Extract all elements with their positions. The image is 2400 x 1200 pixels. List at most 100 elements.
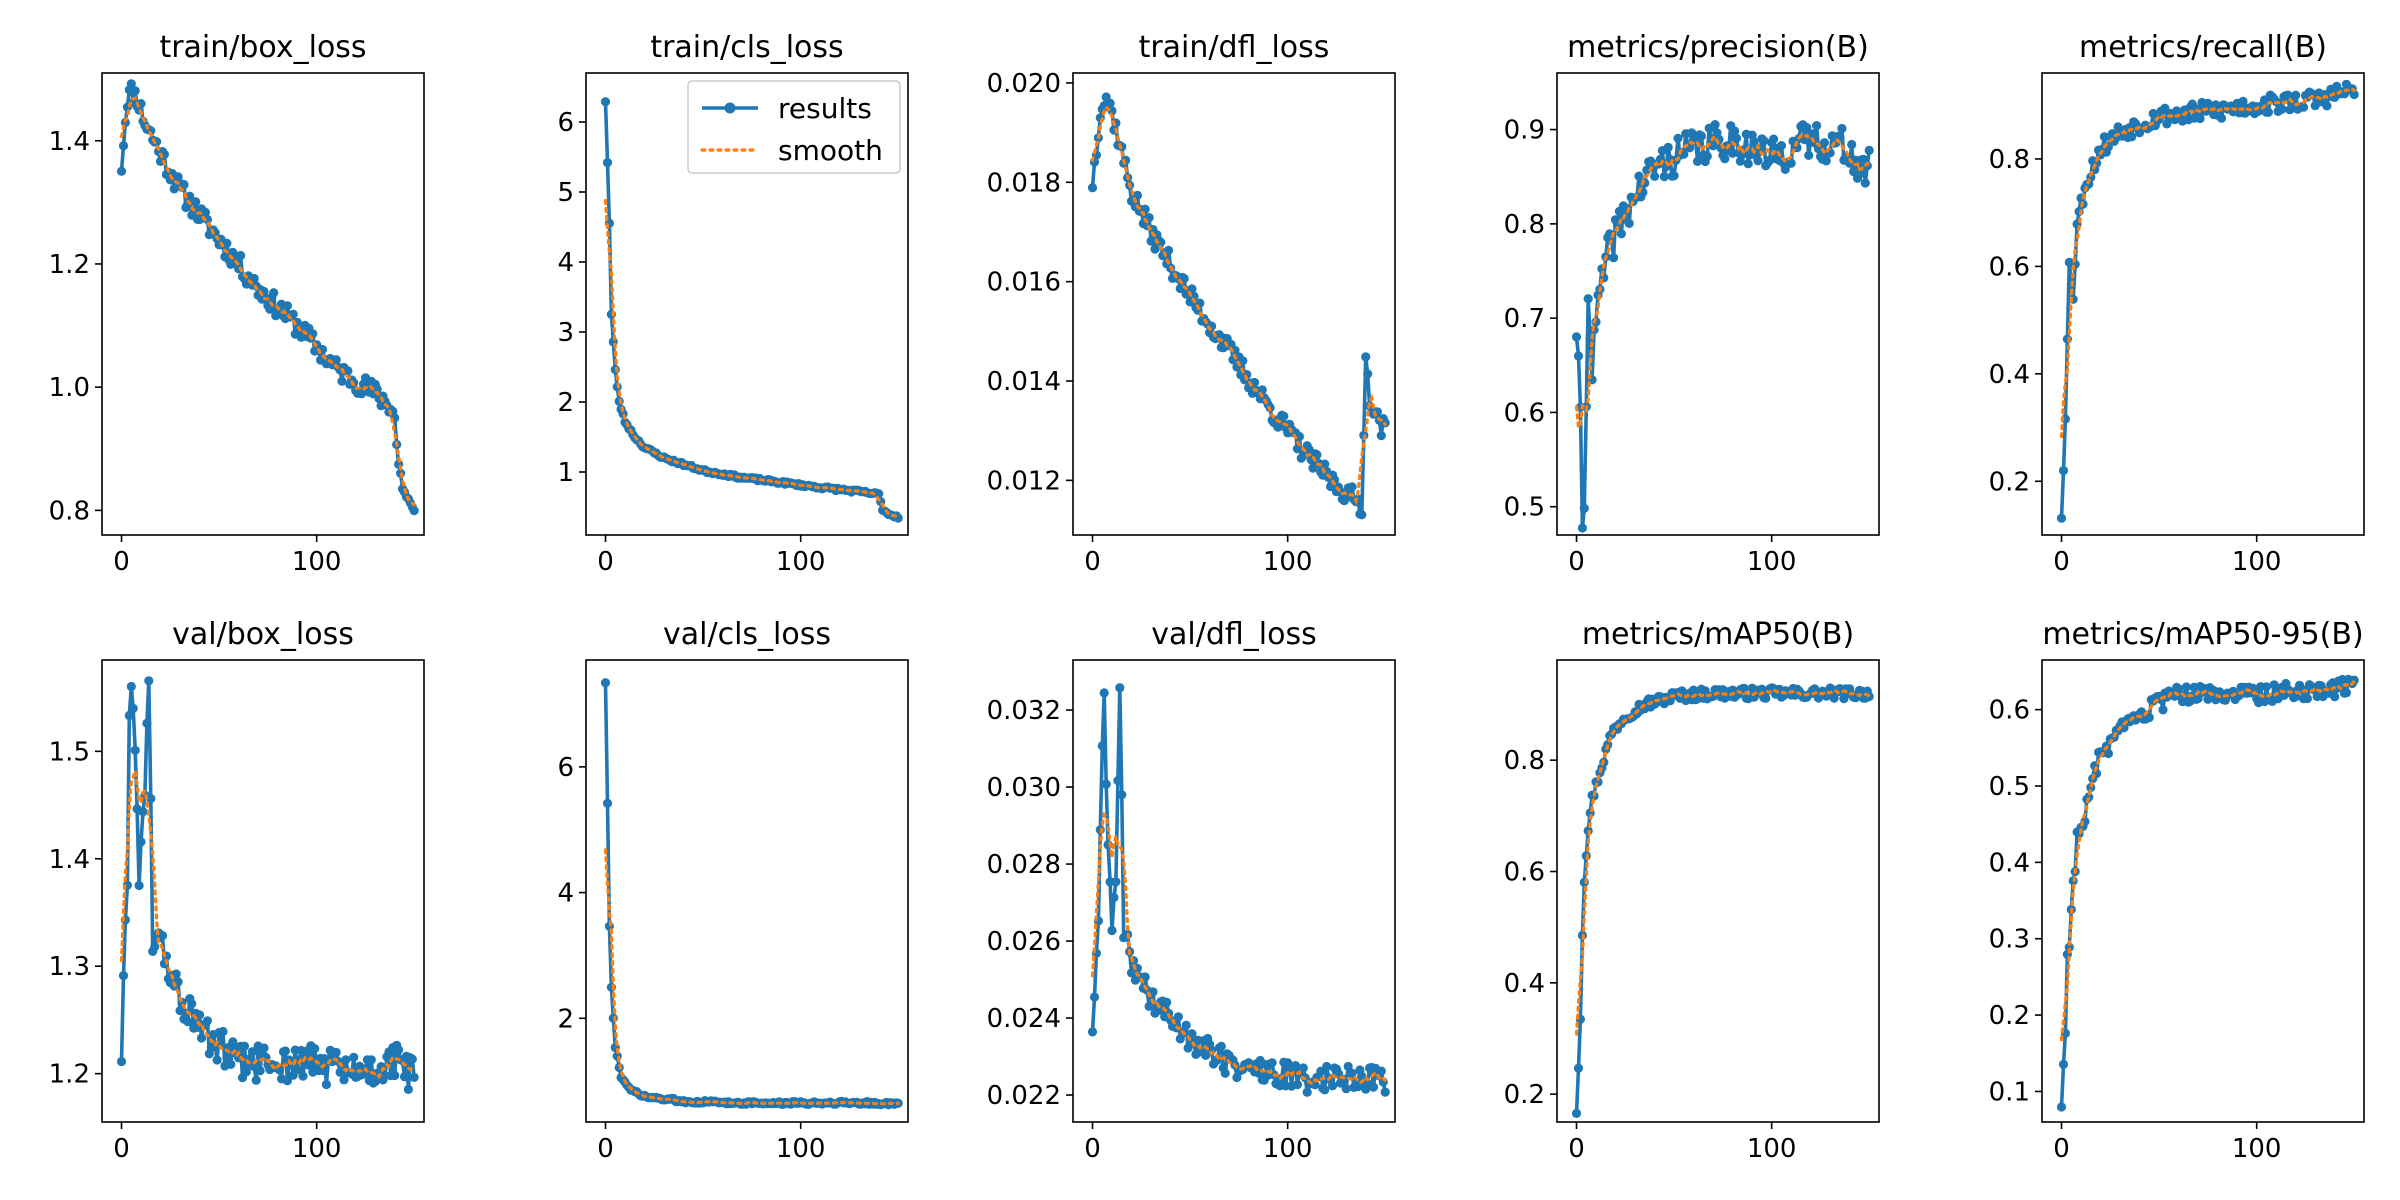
results-point [150, 942, 160, 952]
results-point [222, 238, 232, 248]
results-point [1573, 351, 1584, 361]
results-point [2174, 684, 2184, 694]
y-tick-label: 6 [557, 753, 574, 783]
results-point [1749, 137, 1759, 147]
results-point [1113, 776, 1123, 786]
results-point [2158, 705, 2168, 715]
results-point [2127, 132, 2137, 142]
results-point [1187, 1029, 1197, 1039]
results-point [370, 1076, 380, 1087]
results-point [403, 1084, 413, 1094]
subplot-train-cls-loss: train/cls_loss 0 100 1 2 3 4 5 6 results smooth [557, 30, 909, 577]
results-point [1819, 138, 1829, 148]
results-point [1769, 134, 1779, 144]
results-point [1579, 503, 1589, 513]
results-point [236, 250, 246, 261]
results-point [409, 1072, 419, 1082]
results-point [1087, 1027, 1098, 1037]
x-tick-label: 100 [292, 1134, 342, 1164]
results-point [116, 1056, 127, 1067]
results-point [226, 1059, 236, 1069]
results-point [2238, 96, 2248, 106]
results-line [1574, 686, 1871, 1114]
smooth-line [1090, 811, 1387, 1085]
axes-frame [101, 659, 425, 1123]
results-line [1574, 122, 1871, 530]
y-tick-label: 0.4 [1989, 360, 2030, 390]
results-point [1776, 141, 1786, 151]
results-point [310, 1044, 320, 1054]
smooth-line [119, 770, 416, 1080]
results-point [1087, 183, 1098, 193]
axes-frame [1556, 659, 1880, 1123]
y-tick-label: 0.024 [987, 1004, 1061, 1034]
results-point [1708, 141, 1718, 151]
results-point [255, 1066, 265, 1076]
results-point [212, 1055, 222, 1065]
results-point [118, 971, 129, 981]
results-point [280, 1046, 290, 1056]
results-point [1101, 779, 1111, 789]
results-point [195, 1010, 205, 1020]
results-point [1212, 1055, 1222, 1065]
y-tick-label: 0.6 [1504, 398, 1545, 428]
results-point [2162, 119, 2172, 129]
results-point [2277, 104, 2287, 114]
results-point [1813, 144, 1824, 154]
results-point [2064, 942, 2074, 952]
y-tick-label: 5 [557, 178, 574, 208]
results-point [2341, 688, 2351, 698]
x-tick-label: 100 [292, 547, 342, 577]
results-point [2056, 1102, 2067, 1112]
subplot-metrics-map50-b: metrics/mAP50(B) 0 100 0.2 0.4 0.6 0.8 [1504, 617, 1880, 1164]
y-tick-label: 0.6 [1504, 858, 1545, 888]
results-point [130, 745, 140, 755]
results-point [282, 1076, 292, 1086]
subplot-title: val/dfl_loss [1151, 617, 1316, 652]
x-tick-label: 100 [2232, 1134, 2282, 1164]
results-point [317, 1065, 328, 1076]
results-point [2349, 89, 2359, 100]
x-tick-label: 100 [1747, 547, 1797, 577]
results-point [2298, 102, 2309, 112]
subplot-title: metrics/mAP50-95(B) [2042, 617, 2363, 652]
results-point [602, 798, 613, 808]
results-line [603, 682, 899, 1107]
results-point [2216, 113, 2227, 123]
results-line [1090, 685, 1387, 1094]
results-point [1347, 1068, 1357, 1078]
results-point [1105, 98, 1115, 108]
axes-frame [1556, 72, 1880, 536]
axes-frame [1072, 659, 1396, 1123]
results-point [1117, 790, 1127, 800]
y-tick-label: 1.2 [49, 1060, 90, 1090]
results-point [142, 718, 152, 728]
subplot-metrics-precision-b: metrics/precision(B) 0 100 0.5 0.6 0.7 0.8 0.9 [1504, 30, 1880, 577]
results-point [1368, 1082, 1379, 1092]
results-point [1609, 253, 1619, 263]
subplot-title: metrics/precision(B) [1567, 30, 1869, 65]
x-tick-label: 100 [776, 547, 826, 577]
x-tick-label: 0 [1084, 1134, 1101, 1164]
y-tick-label: 2 [557, 1004, 574, 1034]
results-point [218, 1026, 228, 1037]
results-point [1616, 229, 1626, 239]
y-tick-label: 1 [557, 458, 574, 488]
subplot-val-cls-loss: val/cls_loss 0 100 2 4 6 [557, 617, 909, 1164]
results-point [265, 304, 275, 314]
results-point [202, 1016, 212, 1026]
y-tick-label: 0.5 [1504, 493, 1545, 523]
results-point [1650, 171, 1660, 181]
axes-frame [1072, 72, 1396, 536]
results-point [1761, 693, 1771, 703]
smooth-line [603, 848, 900, 1106]
y-tick-label: 1.5 [49, 737, 90, 767]
smooth-line [119, 96, 416, 507]
results-point [2181, 682, 2191, 692]
results-point [191, 197, 201, 207]
x-tick-label: 100 [1747, 1134, 1797, 1164]
y-tick-label: 0.022 [987, 1081, 1061, 1111]
results-point [1753, 156, 1763, 166]
results-point [1343, 1061, 1353, 1072]
results-point [1298, 1063, 1308, 1073]
